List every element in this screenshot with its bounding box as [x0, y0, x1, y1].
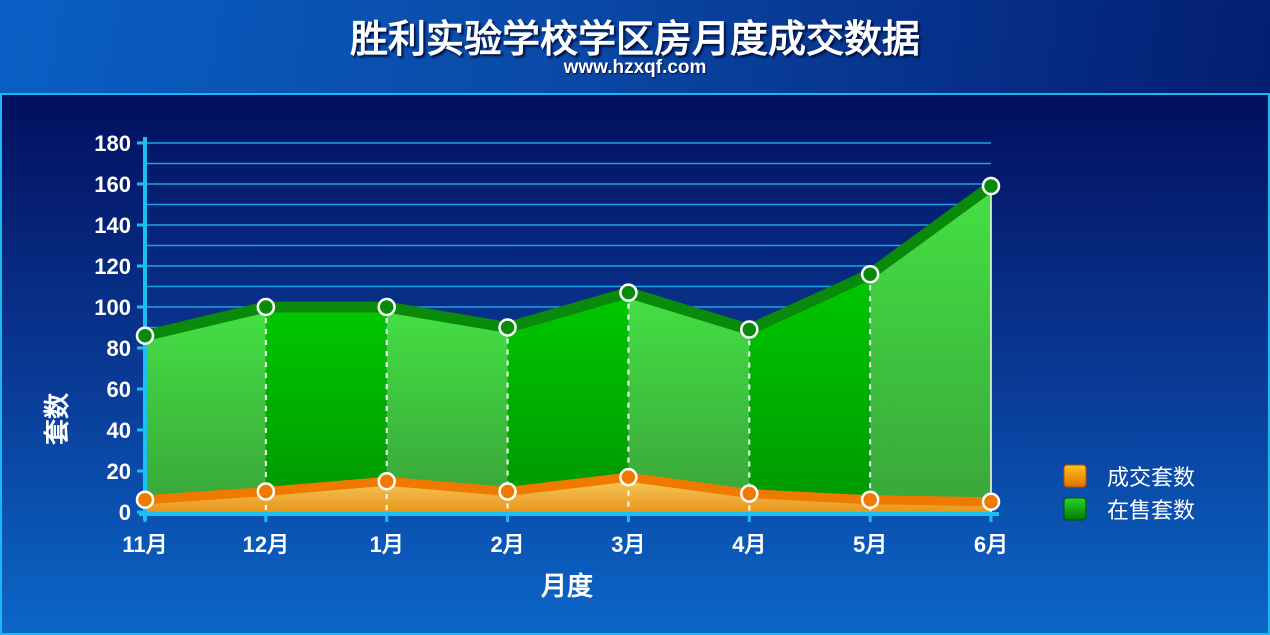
y-axis-title: 套数: [43, 392, 73, 445]
legend-swatch-sold: [1063, 464, 1087, 488]
page-subtitle: www.hzxqf.com: [563, 57, 707, 78]
listed-area-segment: [628, 292, 750, 494]
x-tick-label: 11月: [122, 532, 167, 557]
chart-panel: 0 20 40 60 80 100 120 140 160 180 11月 12月 1月 2月 3月 4月 5月…: [0, 93, 1270, 635]
x-tick-label: 5月: [853, 532, 887, 557]
sold-point: [860, 490, 880, 509]
y-tick-label: 0: [119, 500, 131, 525]
listed-point: [135, 326, 155, 345]
series-lines: [143, 181, 995, 507]
listed-point: [981, 176, 1001, 196]
data-markers: [135, 176, 1001, 511]
y-tick-label: 160: [94, 172, 131, 197]
listed-area-segment: [386, 307, 508, 492]
chart-svg: 0 20 40 60 80 100 120 140 160 180 11月 12月 1月 2月 3月 4月 5月…: [43, 131, 1195, 602]
area-fills: [145, 186, 991, 512]
listed-point: [256, 297, 276, 317]
x-axis-title: 月度: [540, 571, 593, 602]
x-tick-label: 4月: [732, 532, 766, 557]
sold-point: [135, 490, 155, 509]
x-tick-label: 12月: [243, 532, 289, 557]
sold-point: [498, 482, 517, 501]
sold-point: [740, 484, 759, 503]
y-tick-label: 100: [94, 295, 131, 320]
listed-point: [498, 318, 517, 337]
y-tick-label: 120: [94, 254, 131, 279]
y-tick-label: 80: [107, 336, 131, 361]
y-tick-label: 40: [107, 418, 131, 443]
y-tick-label: 20: [107, 459, 131, 484]
listed-area-segment: [749, 274, 871, 500]
x-tick-label: 1月: [370, 532, 404, 557]
y-tick-label: 180: [94, 131, 131, 156]
sold-point: [619, 467, 638, 487]
x-tick-label: 6月: [974, 532, 1008, 557]
listed-area-segment: [870, 186, 991, 502]
listed-area-segment: [265, 307, 387, 492]
y-tick-label: 60: [107, 377, 131, 402]
listed-point: [377, 297, 396, 317]
sold-point: [256, 482, 276, 501]
legend-label-sold: 成交套数: [1107, 466, 1195, 491]
y-tick-label: 140: [94, 213, 131, 238]
legend-swatch-listed: [1063, 497, 1087, 521]
sold-line: [144, 472, 992, 507]
listed-area-segment: [507, 292, 629, 492]
category-dividers: [264, 186, 992, 512]
sold-point: [981, 492, 1001, 511]
page-title: 胜利实验学校学区房月度成交数据: [349, 17, 920, 61]
x-tick-label: 3月: [611, 532, 645, 557]
tick-labels: 0 20 40 60 80 100 120 140 160 180 11月 12月 1月 2月 3月 4月 5月…: [94, 131, 1008, 557]
sold-point: [377, 472, 396, 491]
listed-point: [860, 264, 880, 284]
legend-label-listed: 在售套数: [1107, 499, 1195, 524]
listed-area-segment: [145, 307, 266, 500]
listed-point: [740, 320, 759, 339]
listed-point: [619, 283, 638, 302]
x-tick-label: 2月: [490, 532, 524, 557]
legend: 成交套数 在售套数: [1063, 464, 1195, 524]
listed-line: [143, 181, 995, 342]
